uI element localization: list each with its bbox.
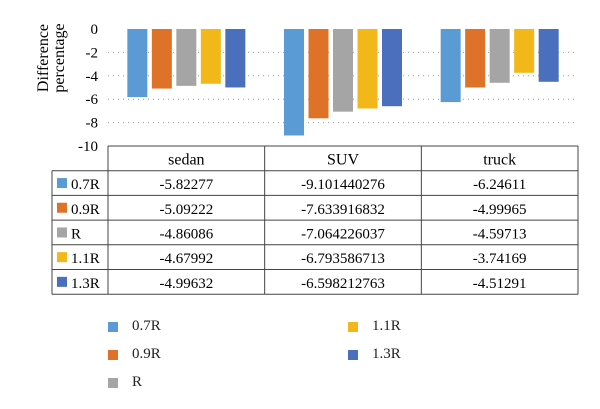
bar-1-3r-sedan: [225, 29, 246, 88]
bar-1-1r-suv: [357, 29, 378, 109]
y-axis-label-line1: Difference: [35, 24, 52, 92]
table-cell: -4.86086: [159, 226, 213, 242]
bar-0-7r-suv: [284, 29, 304, 136]
table-series-label-0-9r: 0.9R: [71, 202, 100, 218]
bar-1-3r-suv: [382, 29, 402, 107]
table-header-sedan: sedan: [168, 151, 204, 168]
table-cell: -3.74169: [473, 251, 527, 267]
table-cell: -4.67992: [159, 251, 213, 267]
table-cell: -6.793586713: [301, 251, 385, 267]
table-cell: -4.99632: [159, 276, 213, 292]
y-tick-label: -10: [78, 139, 98, 155]
y-axis-label-line2: percentage: [51, 23, 68, 92]
y-tick-label: -8: [86, 116, 99, 132]
bar-0-9r-sedan: [151, 29, 172, 89]
table-swatch-r: [57, 227, 67, 238]
table-header-suv: SUV: [327, 151, 359, 168]
table-swatch-1-1r: [57, 252, 67, 263]
table-series-label-0-7r: 0.7R: [71, 177, 100, 193]
y-tick-label: -4: [86, 69, 99, 85]
table-cell: -7.633916832: [301, 202, 385, 218]
table-series-label-1-3r: 1.3R: [71, 276, 100, 292]
y-tick-label: 0: [91, 22, 99, 38]
table-swatch-0-7r: [57, 178, 67, 189]
y-tick-label: -2: [86, 45, 99, 61]
bar-0-7r-sedan: [127, 29, 148, 98]
table-swatch-1-3r: [57, 276, 67, 287]
table-header-truck: truck: [483, 151, 516, 168]
bar-0-9r-suv: [308, 29, 329, 119]
bar-1-1r-truck: [514, 29, 535, 73]
table-cell: -5.09222: [159, 202, 213, 218]
bar-r-truck: [489, 29, 510, 83]
bar-r-sedan: [176, 29, 197, 86]
table-series-label-r: R: [71, 226, 81, 242]
table-cell: -4.59713: [473, 226, 527, 242]
table-cell: -9.101440276: [301, 177, 385, 193]
table-cell: -4.99965: [473, 202, 527, 218]
bar-0-7r-truck: [440, 29, 461, 103]
bar-1-1r-sedan: [200, 29, 221, 84]
table-series-label-1-1r: 1.1R: [71, 251, 100, 267]
table-cell: -5.82277: [159, 177, 213, 193]
table-cell: -6.24611: [473, 177, 526, 193]
table-swatch-0-9r: [57, 202, 67, 213]
y-tick-label: -6: [86, 92, 99, 108]
table-cell: -7.064226037: [301, 226, 385, 242]
table-cell: -6.598212763: [301, 276, 385, 292]
table-cell: -4.51291: [473, 276, 527, 292]
bar-0-9r-truck: [465, 29, 486, 88]
bar-r-suv: [333, 29, 353, 112]
bar-1-3r-truck: [538, 29, 559, 82]
